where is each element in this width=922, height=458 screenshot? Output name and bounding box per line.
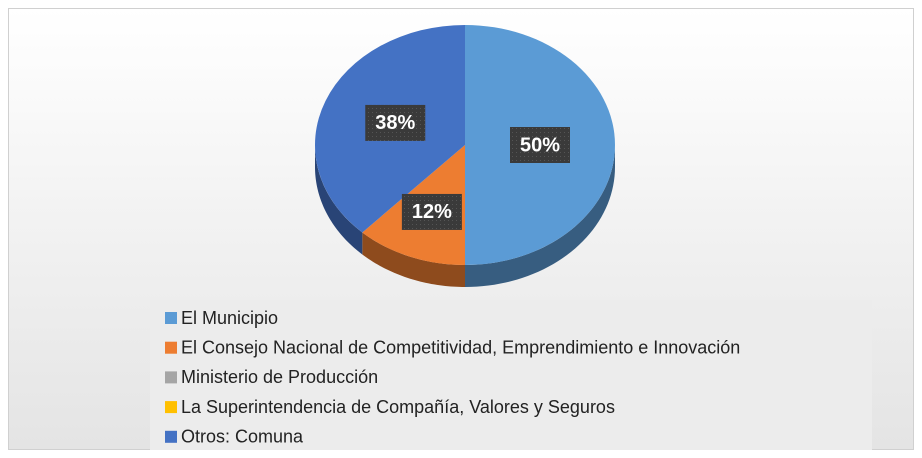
- data-label: 38%: [375, 112, 415, 134]
- data-label: 50%: [520, 134, 560, 156]
- legend-marker: [165, 341, 177, 354]
- data-label-box: [365, 104, 426, 141]
- legend-marker: [165, 430, 177, 443]
- legend-marker: [165, 401, 177, 414]
- pie-side: [315, 145, 363, 255]
- pie-side: [465, 145, 615, 287]
- data-label: 12%: [412, 201, 452, 223]
- legend-marker: [165, 371, 177, 384]
- legend-label: Ministerio de Producción: [181, 367, 378, 387]
- legend-box: [150, 300, 872, 450]
- data-label-box: [401, 193, 462, 230]
- legend-label: El Consejo Nacional de Competitividad, E…: [181, 337, 740, 357]
- legend-label: El Municipio: [181, 308, 278, 328]
- legend-label: Otros: Comuna: [181, 427, 304, 447]
- legend-label: La Superintendencia de Compañía, Valores…: [181, 397, 615, 417]
- pie-side: [362, 232, 465, 287]
- data-label-box: [510, 127, 570, 163]
- legend-marker: [165, 312, 177, 324]
